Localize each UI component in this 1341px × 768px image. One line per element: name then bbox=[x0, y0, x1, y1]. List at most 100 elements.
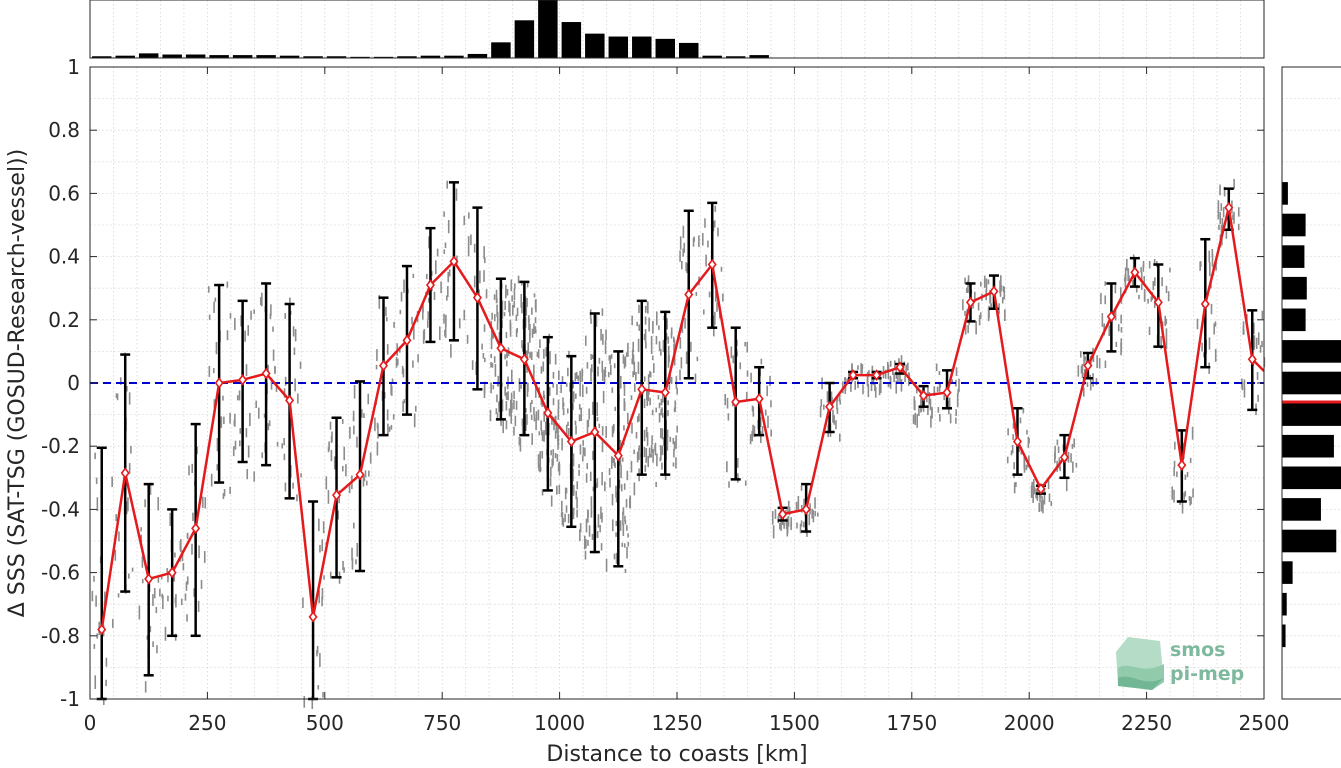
scatter-point bbox=[397, 358, 399, 366]
scatter-point bbox=[496, 394, 498, 403]
right-hist-bar bbox=[1282, 213, 1306, 237]
scatter-point bbox=[490, 382, 492, 394]
scatter-point bbox=[352, 410, 355, 422]
scatter-point bbox=[578, 464, 580, 469]
scatter-point bbox=[557, 435, 560, 447]
scatter-point bbox=[239, 440, 241, 447]
scatter-point bbox=[259, 297, 262, 306]
scatter-point bbox=[541, 402, 544, 407]
scatter-point bbox=[1203, 352, 1205, 358]
scatter-point bbox=[564, 487, 567, 500]
scatter-point bbox=[414, 405, 417, 412]
scatter-point bbox=[627, 412, 629, 425]
scatter-point bbox=[270, 304, 272, 316]
scatter-point bbox=[632, 341, 635, 353]
scatter-point bbox=[403, 279, 405, 293]
scatter-point bbox=[167, 571, 169, 583]
scatter-point bbox=[975, 321, 977, 335]
scatter-point bbox=[1210, 303, 1213, 315]
scatter-point bbox=[501, 399, 504, 412]
scatter-point bbox=[433, 291, 436, 300]
top-hist-bar bbox=[561, 22, 582, 58]
top-hist-bar bbox=[373, 56, 394, 58]
scatter-point bbox=[412, 273, 415, 279]
mean-marker bbox=[848, 369, 858, 381]
scatter-point bbox=[1150, 296, 1153, 302]
scatter-point bbox=[638, 445, 641, 451]
scatter-point bbox=[524, 316, 527, 328]
scatter-point bbox=[1012, 434, 1014, 440]
y-axis-title: Δ SSS (SAT-TSG (GOSUD-Research-vessel)) bbox=[5, 149, 30, 617]
scatter-point bbox=[467, 248, 470, 257]
scatter-point bbox=[811, 508, 813, 519]
scatter-point bbox=[590, 511, 593, 518]
scatter-point bbox=[643, 398, 646, 409]
scatter-point bbox=[498, 331, 501, 345]
mean-marker bbox=[425, 279, 435, 291]
scatter-point bbox=[601, 471, 603, 486]
scatter-point bbox=[543, 430, 545, 442]
scatter-point bbox=[1217, 209, 1220, 220]
scatter-point bbox=[535, 411, 538, 421]
scatter-point bbox=[625, 498, 628, 508]
scatter-point bbox=[886, 361, 889, 372]
scatter-point bbox=[1082, 387, 1085, 397]
scatter-point bbox=[496, 323, 499, 330]
scatter-point bbox=[795, 501, 798, 512]
scatter-point bbox=[1220, 224, 1223, 239]
scatter-point bbox=[749, 434, 752, 445]
scatter-point bbox=[361, 409, 363, 418]
scatter-point bbox=[579, 383, 581, 397]
scatter-point bbox=[294, 329, 297, 342]
scatter-point bbox=[645, 448, 648, 462]
scatter-point bbox=[575, 425, 577, 435]
scatter-point bbox=[750, 372, 752, 383]
scatter-point bbox=[1104, 295, 1107, 305]
scatter-point bbox=[861, 364, 864, 369]
scatter-point bbox=[223, 416, 225, 425]
scatter-point bbox=[658, 402, 661, 409]
scatter-point bbox=[516, 328, 519, 333]
scatter-point bbox=[567, 421, 569, 426]
scatter-point bbox=[1086, 382, 1089, 387]
scatter-point bbox=[541, 431, 544, 442]
scatter-point bbox=[557, 427, 559, 441]
scatter-point bbox=[1261, 340, 1263, 348]
scatter-point bbox=[525, 302, 528, 316]
scatter-point bbox=[596, 531, 599, 539]
scatter-point bbox=[772, 525, 775, 539]
scatter-point bbox=[666, 429, 669, 439]
scatter-point bbox=[645, 458, 647, 463]
scatter-point bbox=[191, 463, 194, 474]
scatter-point bbox=[1140, 283, 1143, 290]
scatter-point bbox=[93, 644, 96, 649]
scatter-point bbox=[836, 396, 839, 402]
scatter-point bbox=[636, 451, 639, 463]
scatter-point bbox=[510, 411, 513, 424]
scatter-point bbox=[1050, 501, 1053, 507]
scatter-point bbox=[929, 398, 932, 411]
scatter-point bbox=[964, 310, 966, 316]
mean-marker bbox=[191, 522, 201, 535]
scatter-point bbox=[327, 490, 330, 504]
scatter-point bbox=[538, 464, 540, 472]
right-hist-bar bbox=[1282, 561, 1293, 584]
scatter-point bbox=[245, 428, 248, 438]
scatter-point bbox=[446, 180, 448, 189]
scatter-point bbox=[799, 523, 802, 534]
scatter-point bbox=[483, 246, 485, 259]
scatter-point bbox=[556, 485, 558, 495]
scatter-point bbox=[95, 595, 97, 607]
scatter-point bbox=[704, 218, 706, 228]
scatter-point bbox=[746, 341, 749, 353]
scatter-point bbox=[234, 413, 236, 427]
scatter-point bbox=[321, 596, 323, 607]
mean-marker bbox=[942, 386, 952, 399]
scatter-point bbox=[786, 517, 789, 531]
scatter-point bbox=[267, 364, 269, 373]
mean-marker bbox=[825, 400, 835, 413]
scatter-point bbox=[1214, 348, 1217, 362]
mean-marker bbox=[613, 449, 623, 462]
scatter-point bbox=[552, 398, 555, 406]
scatter-point bbox=[732, 355, 734, 364]
